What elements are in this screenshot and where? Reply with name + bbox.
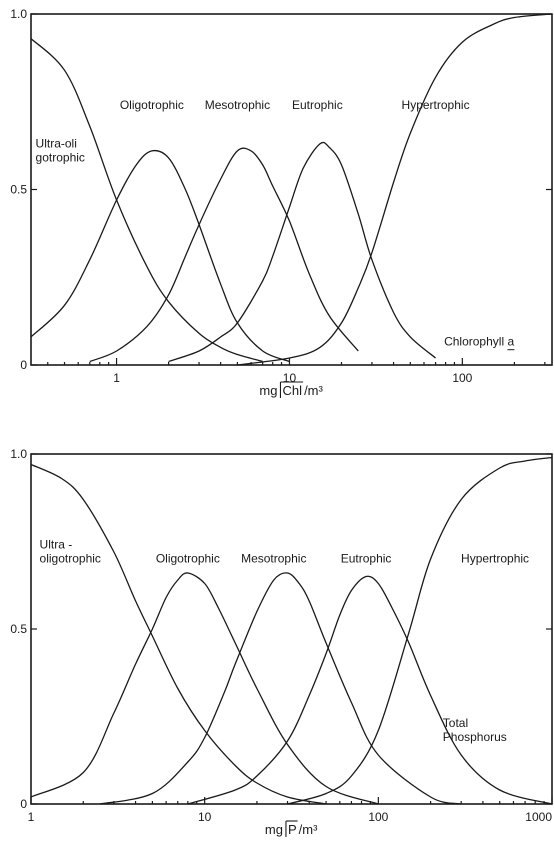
svg-text:P: P	[288, 822, 297, 837]
series-line-hypertrophic	[287, 456, 553, 805]
chart-2: 1 10 100 1000 0 0.5 1.0 Ultra -oligotrophic Olig…	[10, 447, 553, 837]
y-tick-label: 0.5	[10, 622, 27, 636]
series-label-eutrophic: Eutrophic	[292, 98, 343, 112]
x-tick-label: 1	[28, 810, 35, 824]
x-tick-label: 100	[452, 371, 472, 385]
y-tick-label: 0	[20, 797, 27, 811]
plot-frame	[30, 453, 553, 805]
svg-text:mg: mg	[265, 822, 283, 837]
series-line-hypertrophic	[237, 13, 553, 366]
series-line-eutrophic	[187, 575, 553, 805]
series-line-ultra-oligotrophic	[30, 38, 263, 363]
svg-text:/m³: /m³	[304, 383, 323, 398]
series-label-mesotrophic: Mesotrophic	[241, 552, 306, 566]
svg-text:Chl: Chl	[282, 383, 302, 398]
y-tick-label: 1.0	[10, 7, 27, 21]
x-tick-label: 1000	[525, 810, 552, 824]
series-line-mesotrophic	[99, 572, 462, 805]
x-axis-label: mg Chl/m³	[259, 381, 324, 398]
series-line-ultra-oligotrophic	[30, 463, 327, 805]
series-label-eutrophic: Eutrophic	[341, 552, 392, 566]
series-label-hypertrophic: Hypertrophic	[402, 98, 470, 112]
series-label-oligotrophic: Oligotrophic	[156, 552, 220, 566]
x-tick-label: 1	[113, 371, 120, 385]
series-label-ultra-oligotrophic: Ultra-oli gotrophic	[36, 136, 85, 164]
series-label-mesotrophic: Mesotrophic	[205, 98, 270, 112]
x-tick-label: 100	[368, 810, 388, 824]
series-label-oligotrophic: Oligotrophic	[120, 98, 184, 112]
series-line-oligotrophic	[30, 149, 290, 363]
plot-frame	[30, 13, 553, 366]
svg-text:/m³: /m³	[299, 822, 318, 837]
x-tick-label: 10	[198, 810, 212, 824]
y-tick-label: 0	[20, 358, 27, 372]
series-line-eutrophic	[168, 141, 437, 363]
x-axis-label: mg P/m³	[265, 820, 318, 837]
series-line-oligotrophic	[30, 572, 379, 805]
series-label-hypertrophic: Hypertrophic	[461, 552, 529, 566]
series-label-ultra-oligotrophic: Ultra -oligotrophic	[40, 538, 101, 566]
series-line-mesotrophic	[89, 147, 359, 363]
svg-text:mg: mg	[259, 383, 277, 398]
chart-annotation: Chlorophyll a	[444, 335, 514, 349]
chart-annotation: Total Phosphorus	[443, 716, 507, 744]
y-tick-label: 0.5	[10, 183, 27, 197]
y-tick-label: 1.0	[10, 447, 27, 461]
